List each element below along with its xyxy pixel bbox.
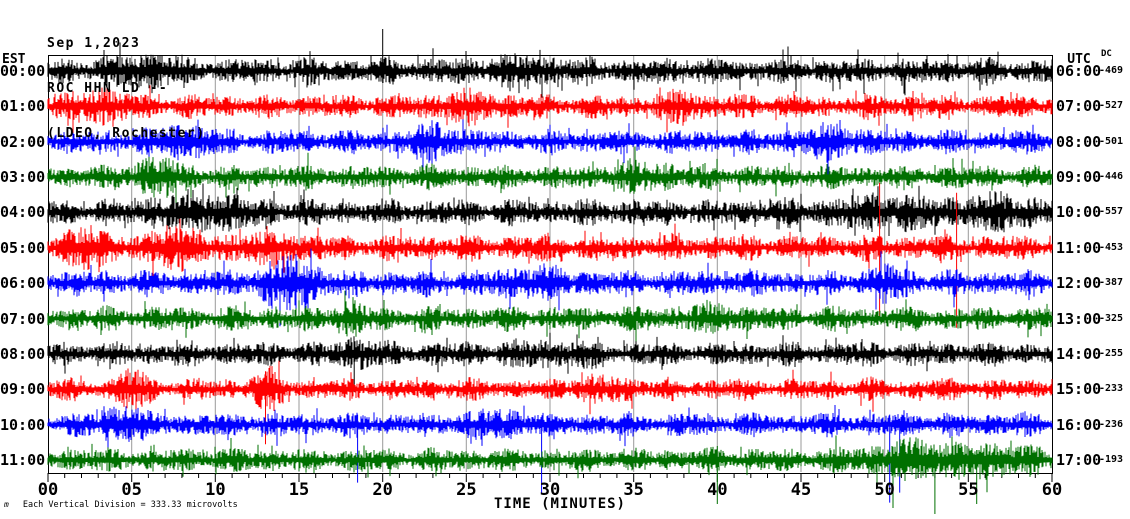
dc-value-row-1: -527 — [1099, 100, 1124, 112]
est-label-row-0: 00:00 — [0, 62, 46, 80]
x-tick-label-05: 05 — [121, 480, 142, 500]
est-label-row-8: 08:00 — [0, 344, 46, 363]
x-tick-label-20: 20 — [372, 480, 393, 500]
x-tick-label-15: 15 — [288, 480, 310, 500]
trace-row-10:00 — [47, 405, 1053, 503]
dc-value-row-8: -255 — [1099, 347, 1124, 359]
utc-label-row-2: 08:00 — [1056, 132, 1102, 151]
est-label-row-5: 05:00 — [0, 238, 46, 257]
est-label-row-3: 03:00 — [0, 168, 46, 187]
est-label-row-6: 06:00 — [0, 274, 46, 293]
utc-label-row-10: 16:00 — [1056, 415, 1102, 434]
dc-value-row-7: -325 — [1099, 312, 1124, 324]
footer-text: Each Vertical Division = 333.33 microvol… — [22, 500, 238, 510]
est-label-row-7: 07:00 — [0, 309, 46, 328]
x-tick-label-50: 50 — [874, 480, 895, 500]
est-label-row-10: 10:00 — [0, 415, 46, 434]
x-tick-label-30: 30 — [539, 480, 561, 500]
est-label-row-9: 09:00 — [0, 380, 46, 399]
x-axis-title: TIME (MINUTES) — [493, 496, 626, 512]
x-tick-label-00: 00 — [37, 480, 59, 500]
trace-row-05:00 — [47, 182, 1053, 328]
utc-label-row-7: 13:00 — [1056, 309, 1102, 328]
footer-scale-note: m Each Vertical Division = 333.33 microvo… — [4, 500, 238, 510]
est-label-row-4: 04:00 — [0, 203, 46, 222]
trace-row-09:00 — [47, 360, 1053, 445]
x-tick-label-55: 55 — [958, 480, 979, 500]
trace-row-07:00 — [47, 290, 1053, 342]
utc-label-row-11: 17:00 — [1056, 450, 1102, 469]
utc-label-row-9: 15:00 — [1056, 380, 1102, 399]
utc-label-row-6: 12:00 — [1056, 274, 1102, 293]
trace-row-02:00 — [47, 119, 1053, 176]
trace-row-00:00 — [47, 29, 1053, 98]
est-label-row-11: 11:00 — [0, 450, 46, 469]
utc-label-row-5: 11:00 — [1056, 238, 1102, 257]
trace-row-08:00 — [47, 332, 1053, 392]
x-tick-label-10: 10 — [205, 480, 226, 500]
est-label-row-2: 02:00 — [0, 132, 46, 151]
dc-value-row-5: -453 — [1099, 241, 1124, 253]
dc-value-row-10: -236 — [1099, 418, 1124, 430]
dc-offset-header: DC — [1101, 49, 1112, 59]
dc-value-row-6: -387 — [1099, 277, 1124, 289]
dc-value-row-2: -501 — [1099, 135, 1124, 147]
x-tick-label-60: 60 — [1041, 480, 1063, 500]
dc-value-row-4: -557 — [1099, 206, 1124, 218]
trace-row-06:00 — [47, 248, 1053, 327]
x-tick-label-40: 40 — [707, 480, 728, 500]
trace-row-11:00 — [47, 435, 1053, 514]
x-tick-label-25: 25 — [456, 480, 477, 500]
dc-value-row-3: -446 — [1099, 171, 1124, 183]
right-timezone-header: UTC — [1067, 52, 1091, 67]
title-station: ROC HHN LD -- — [47, 81, 169, 96]
dc-value-row-11: -193 — [1099, 453, 1124, 465]
utc-label-row-8: 14:00 — [1056, 344, 1102, 363]
dc-value-row-0: -469 — [1099, 65, 1124, 76]
est-label-row-1: 01:00 — [0, 97, 46, 116]
left-timezone-header: EST — [2, 52, 26, 67]
utc-label-row-4: 10:00 — [1056, 203, 1102, 222]
x-tick-label-45: 45 — [790, 480, 812, 500]
logo-mark: m — [4, 500, 9, 509]
trace-row-01:00 — [47, 85, 1053, 136]
utc-label-row-0: 06:00 — [1056, 62, 1102, 80]
utc-label-row-1: 07:00 — [1056, 97, 1102, 116]
title-date: Sep 1,2023 — [47, 36, 141, 51]
utc-label-row-3: 09:00 — [1056, 168, 1102, 187]
x-tick-label-35: 35 — [623, 480, 644, 500]
dc-value-row-9: -233 — [1099, 383, 1124, 395]
trace-row-04:00 — [47, 183, 1053, 249]
title-location: (LDEO, Rochester) — [47, 126, 206, 141]
title-block: Sep 1,2023 ROC HHN LD -- (LDEO, Rocheste… — [47, 6, 206, 171]
trace-row-03:00 — [47, 146, 1053, 209]
